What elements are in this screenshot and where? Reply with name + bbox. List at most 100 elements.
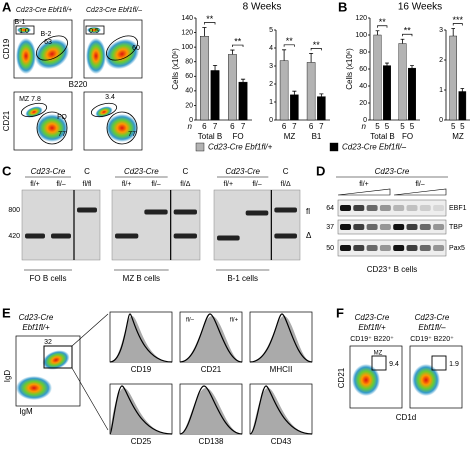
lane-label: fl/– xyxy=(56,181,65,188)
gate xyxy=(106,111,138,145)
error-bar xyxy=(309,53,314,63)
significance-bracket xyxy=(283,44,295,47)
lane-label: fl/+ xyxy=(224,181,234,188)
gate xyxy=(43,345,73,369)
bar xyxy=(458,91,467,121)
n-label: n xyxy=(188,122,193,131)
error-bar xyxy=(240,78,246,83)
band xyxy=(77,207,97,213)
y-tick-label: 60 xyxy=(359,66,367,73)
genotype: Ebf1fl/+ xyxy=(22,323,50,332)
significance: ** xyxy=(313,40,321,50)
chart-title: 16 Weeks xyxy=(398,2,442,13)
control: C xyxy=(283,167,289,176)
legend-label: Cd23-Cre Ebf1fl/+ xyxy=(208,143,273,152)
y-tick-label: 2 xyxy=(269,81,273,88)
band xyxy=(173,209,197,215)
panel-label: E xyxy=(2,305,11,320)
y-tick-label: 0 xyxy=(363,117,367,124)
band xyxy=(406,245,418,251)
significance-bracket xyxy=(204,22,216,25)
band xyxy=(274,207,297,213)
cell-density xyxy=(34,38,70,70)
band xyxy=(406,205,418,211)
gel xyxy=(111,189,201,261)
histogram-line xyxy=(249,313,313,363)
significance: ** xyxy=(234,36,242,46)
cell-density xyxy=(36,114,68,142)
blot xyxy=(337,199,447,217)
x-tick-label: FO xyxy=(402,132,413,141)
band xyxy=(379,205,391,211)
chart-title: 8 Weeks xyxy=(243,2,282,13)
n-value: 5 xyxy=(451,122,456,131)
genotype: Ebf1fl/– xyxy=(418,323,446,332)
group-label: fl/+ xyxy=(359,181,369,188)
mw-label: 64 xyxy=(326,205,334,212)
significance-bracket xyxy=(310,48,322,51)
bar xyxy=(408,67,416,121)
gate-value: 32 xyxy=(44,339,52,346)
band xyxy=(340,224,351,230)
band xyxy=(393,224,405,230)
label: 60 xyxy=(132,45,140,52)
x-tick-label: MZ xyxy=(284,132,296,141)
cell-density xyxy=(104,38,140,70)
histogram-fill xyxy=(250,316,312,362)
n-value: 7 xyxy=(241,122,246,131)
y-tick-label: 100 xyxy=(181,44,193,51)
legend-swatch xyxy=(329,142,339,152)
panel-label: D xyxy=(316,163,325,178)
gate xyxy=(371,355,387,371)
y-tick-label: 0 xyxy=(269,117,273,124)
n-value: 6 xyxy=(282,122,287,131)
gate xyxy=(431,355,447,371)
gel xyxy=(21,189,101,261)
gate xyxy=(85,25,105,35)
y-tick-label: 40 xyxy=(359,83,367,90)
histogram-label: CD21 xyxy=(201,365,222,374)
band xyxy=(353,224,365,230)
y-tick-label: 100 xyxy=(355,32,367,39)
y-tick-label: 3 xyxy=(269,63,273,70)
n-value: 5 xyxy=(460,122,465,131)
marker: 420 xyxy=(8,233,20,240)
band xyxy=(366,205,378,211)
lane-label: fl/Δ xyxy=(180,181,190,188)
significance: ** xyxy=(404,26,412,36)
bar xyxy=(290,94,299,121)
error-bar xyxy=(451,28,455,36)
error-bar xyxy=(292,90,297,95)
legend-label: Cd23-Cre Ebf1fl/– xyxy=(342,143,407,152)
n-value: 6 xyxy=(230,122,235,131)
significance: *** xyxy=(453,15,464,25)
label: 77 xyxy=(58,131,66,138)
bar xyxy=(317,96,326,121)
y-tick-label: 60 xyxy=(185,73,193,80)
band xyxy=(419,205,431,211)
label: B-2 xyxy=(41,31,52,38)
bar xyxy=(238,81,248,121)
genotype: Cd23-Cre xyxy=(31,167,66,176)
n-value: 5 xyxy=(410,122,415,131)
band xyxy=(245,210,269,216)
x-tick-label: Total B xyxy=(198,132,222,141)
y-tick-label: 80 xyxy=(359,49,367,56)
significance-bracket xyxy=(452,23,463,26)
protein-label: EBF1 xyxy=(449,205,467,212)
y-tick-label: 80 xyxy=(185,59,193,66)
n-value: 7 xyxy=(319,122,324,131)
label: 3.4 xyxy=(105,94,115,101)
lane-label: fl/+ xyxy=(122,181,132,188)
band xyxy=(419,224,431,230)
cell-density xyxy=(16,376,52,400)
band xyxy=(379,224,391,230)
n-value: 7 xyxy=(213,122,218,131)
genotype: Cd23-Cre xyxy=(375,167,410,176)
genotype: Cd23-Cre xyxy=(19,313,54,322)
histogram-label: MHCII xyxy=(270,365,293,374)
gel xyxy=(213,189,301,261)
x-tick-label: FO xyxy=(232,132,243,141)
